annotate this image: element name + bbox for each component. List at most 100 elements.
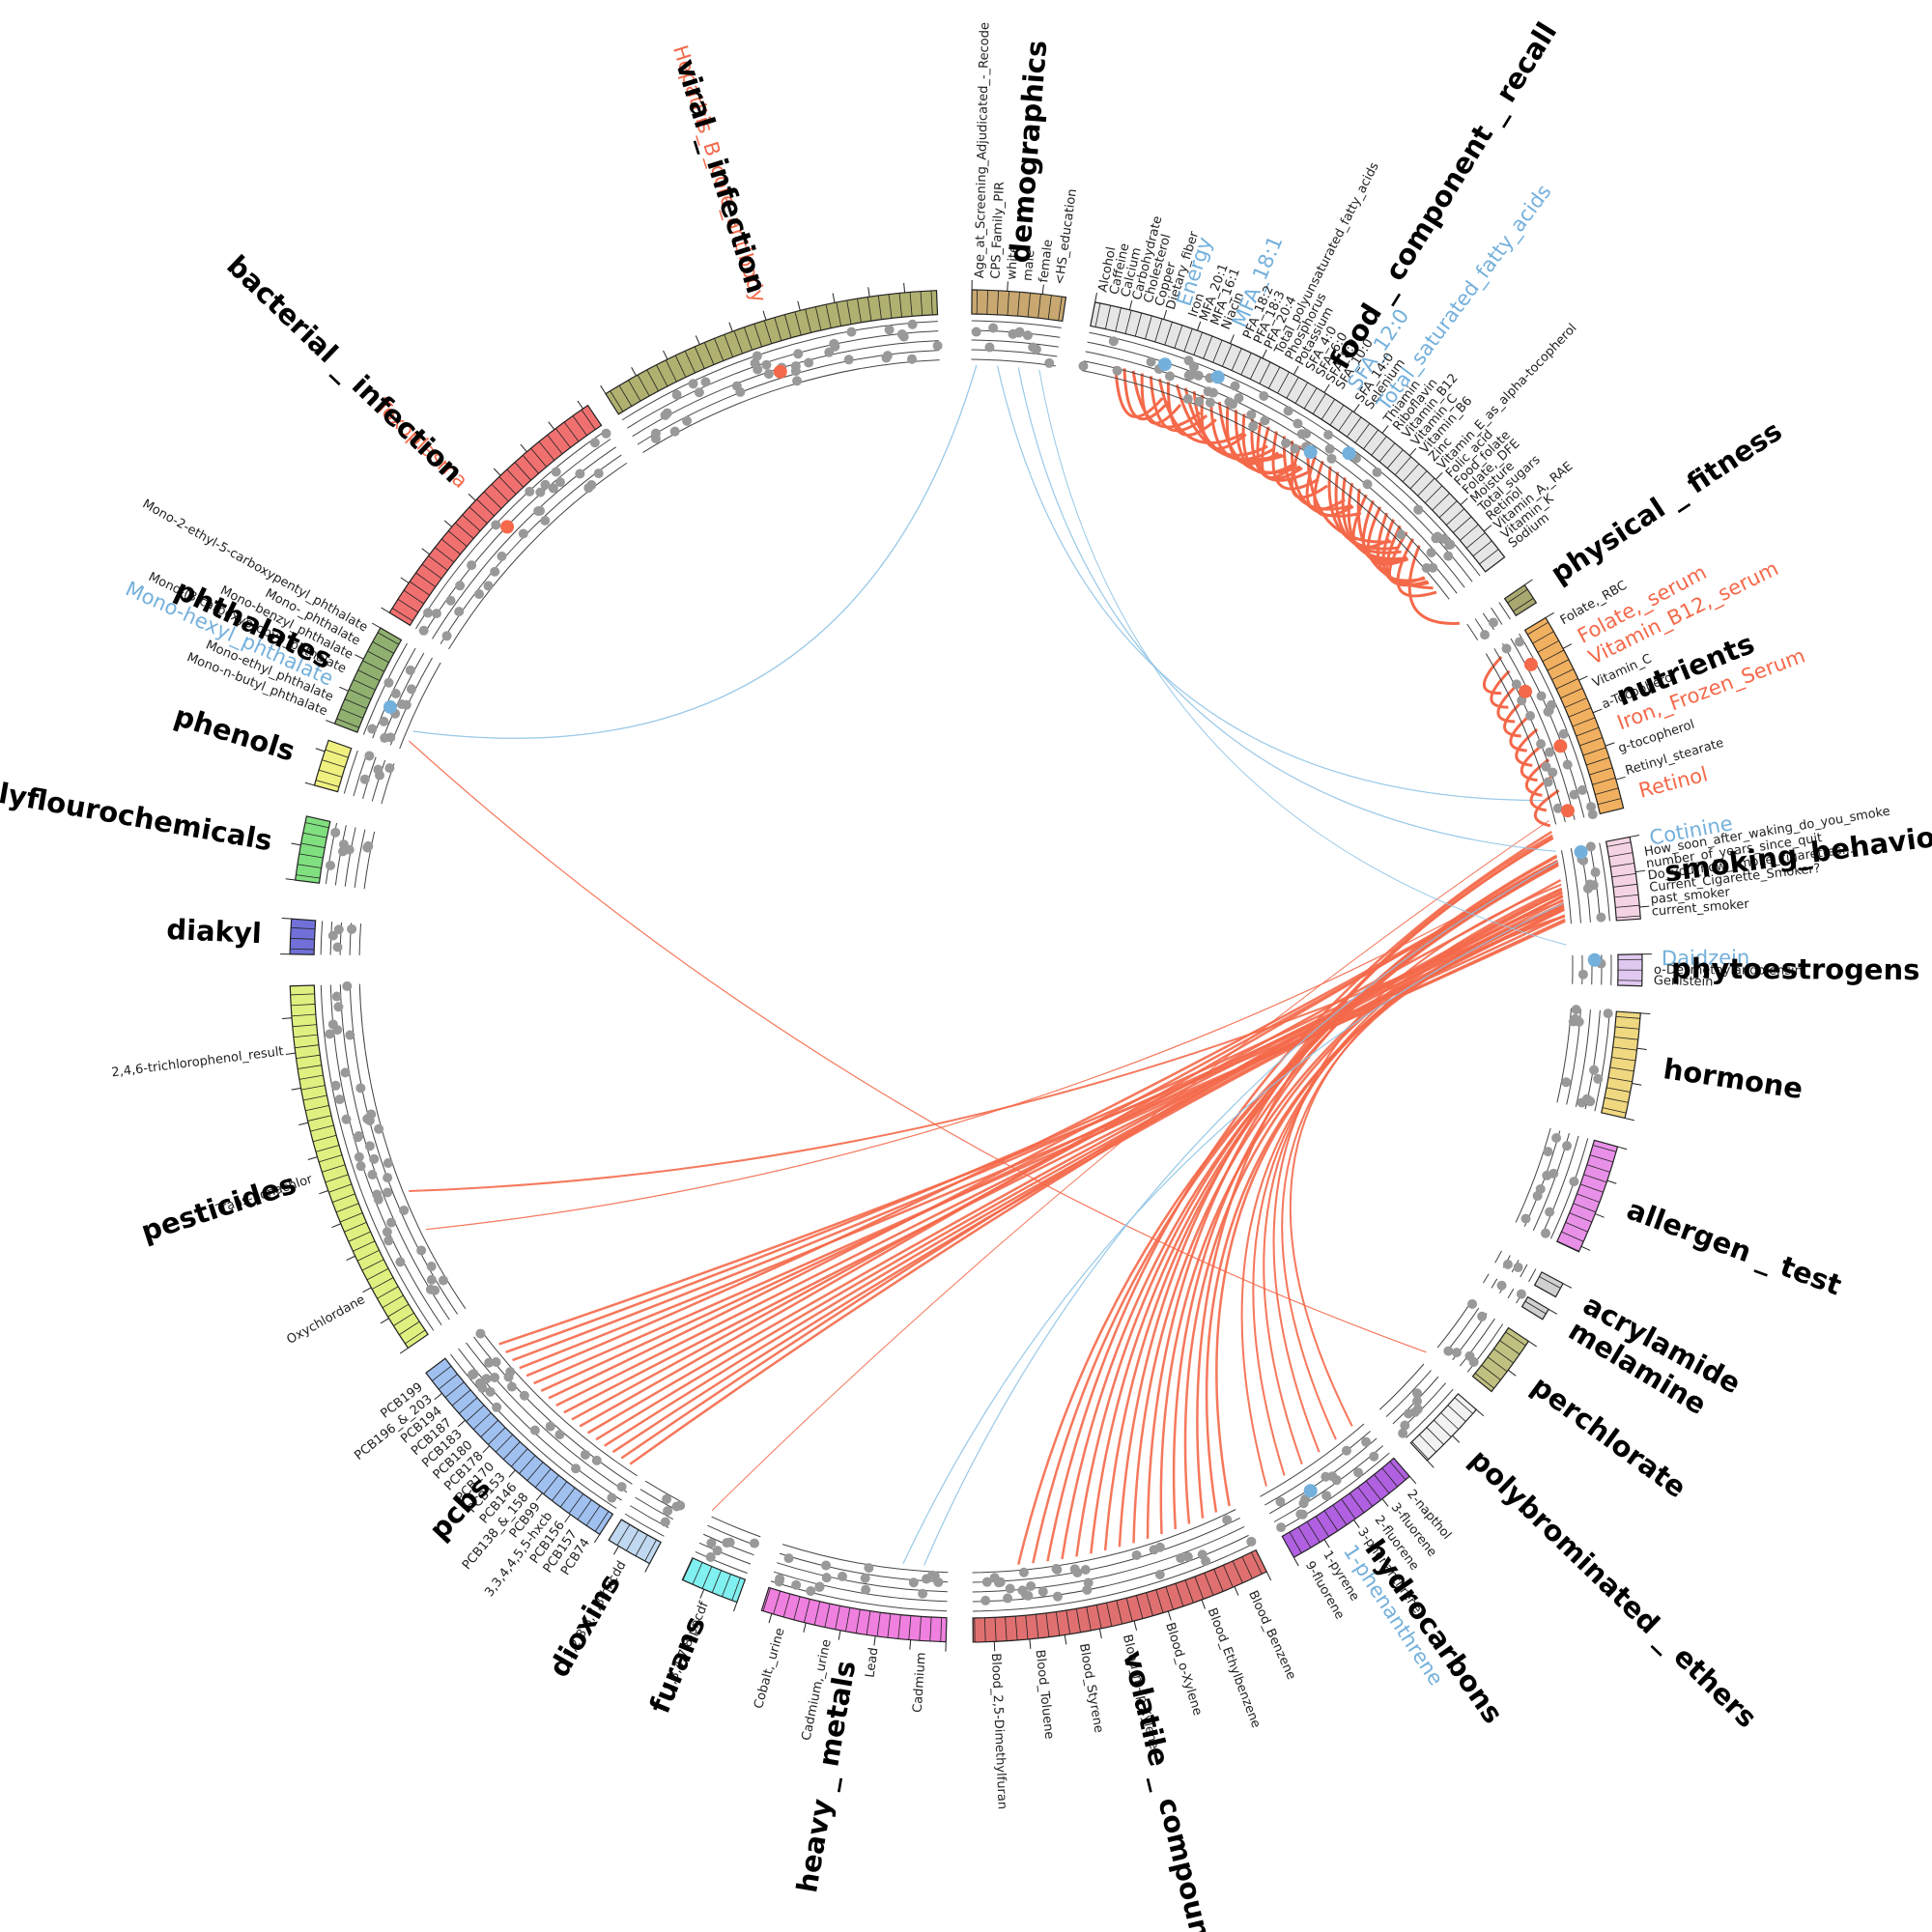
point bbox=[907, 319, 918, 329]
point bbox=[418, 625, 429, 636]
point bbox=[490, 566, 500, 577]
point bbox=[337, 846, 348, 857]
hatch bbox=[585, 1505, 601, 1526]
point bbox=[1535, 1183, 1546, 1194]
tick bbox=[838, 1630, 841, 1640]
hatch bbox=[356, 1249, 380, 1262]
hatch bbox=[1592, 1145, 1617, 1152]
point bbox=[1008, 328, 1018, 339]
point bbox=[1502, 1259, 1513, 1269]
point bbox=[540, 479, 551, 490]
highlight-point bbox=[1210, 370, 1225, 384]
hatch bbox=[1411, 1441, 1430, 1460]
hatch bbox=[908, 1615, 912, 1640]
tick bbox=[1265, 1571, 1272, 1581]
point bbox=[1246, 1536, 1257, 1547]
hatch bbox=[711, 1570, 722, 1593]
tick bbox=[535, 1492, 543, 1501]
hatch bbox=[684, 351, 696, 374]
tick bbox=[520, 443, 527, 453]
hatch bbox=[1579, 737, 1603, 747]
hatch bbox=[1481, 1364, 1501, 1380]
hatch bbox=[353, 1240, 376, 1252]
hatch bbox=[1134, 312, 1143, 337]
point bbox=[1514, 637, 1524, 647]
ring bbox=[1502, 642, 1576, 820]
tick bbox=[285, 1052, 296, 1055]
tick bbox=[1262, 349, 1267, 359]
point bbox=[1281, 438, 1292, 448]
point bbox=[1540, 1228, 1550, 1238]
point bbox=[1552, 803, 1563, 813]
point bbox=[1230, 381, 1240, 391]
hatch bbox=[1394, 456, 1411, 475]
hatch bbox=[694, 346, 705, 369]
track bbox=[313, 739, 353, 793]
point bbox=[1052, 1564, 1063, 1575]
hatch bbox=[1569, 1212, 1593, 1223]
hatch bbox=[825, 304, 832, 328]
hatch bbox=[1315, 1516, 1329, 1537]
hatch bbox=[340, 708, 363, 719]
point bbox=[325, 1029, 335, 1039]
hatch bbox=[824, 1604, 831, 1628]
point bbox=[385, 732, 396, 743]
point bbox=[593, 469, 604, 479]
tick bbox=[1595, 1213, 1605, 1218]
hatch bbox=[1409, 470, 1428, 490]
variable-label: Genistein bbox=[1654, 974, 1714, 989]
point bbox=[1082, 1584, 1093, 1595]
hatch bbox=[1612, 1046, 1637, 1051]
hatch bbox=[328, 1183, 353, 1193]
link bbox=[1289, 915, 1566, 1427]
point bbox=[384, 677, 394, 688]
variable-label: female bbox=[1037, 239, 1056, 283]
tick bbox=[644, 1563, 650, 1573]
point bbox=[1361, 1436, 1372, 1447]
tick bbox=[1435, 471, 1443, 480]
point bbox=[341, 1114, 352, 1124]
hatch bbox=[552, 1481, 568, 1501]
point bbox=[791, 1579, 802, 1590]
hatch bbox=[344, 1222, 367, 1233]
track bbox=[425, 1357, 614, 1536]
hatch bbox=[1241, 1556, 1253, 1579]
variable-label: Lead bbox=[863, 1647, 881, 1679]
hatch bbox=[857, 298, 862, 323]
hatch bbox=[522, 455, 539, 474]
hatch bbox=[1419, 1434, 1436, 1453]
hatch bbox=[372, 641, 394, 654]
local-link bbox=[1483, 655, 1503, 696]
point bbox=[1558, 728, 1569, 739]
link bbox=[996, 365, 1544, 802]
hatch bbox=[1573, 1203, 1597, 1213]
track bbox=[1605, 836, 1641, 922]
hatch bbox=[1365, 1480, 1381, 1500]
hatch bbox=[361, 1259, 384, 1271]
link bbox=[1017, 367, 1556, 852]
hatch bbox=[387, 1303, 410, 1318]
hatch bbox=[1341, 1498, 1356, 1520]
hatch bbox=[1551, 668, 1575, 680]
point bbox=[1187, 369, 1198, 380]
tick bbox=[699, 1589, 705, 1599]
hatch bbox=[555, 428, 571, 448]
ring bbox=[972, 1518, 1240, 1583]
hatch bbox=[377, 632, 399, 645]
tick bbox=[298, 1122, 309, 1126]
track bbox=[681, 1556, 747, 1604]
point bbox=[583, 483, 594, 494]
point bbox=[326, 860, 336, 870]
point bbox=[534, 505, 545, 516]
point bbox=[327, 1019, 338, 1030]
tick bbox=[1293, 1556, 1299, 1567]
link bbox=[611, 908, 1565, 1454]
hatch bbox=[703, 342, 715, 365]
point bbox=[373, 764, 384, 775]
point bbox=[1072, 1567, 1083, 1577]
hatch bbox=[1027, 293, 1031, 318]
hatch bbox=[1212, 339, 1223, 363]
group-label: hormone bbox=[1662, 1052, 1805, 1105]
point bbox=[535, 487, 546, 497]
point bbox=[1188, 361, 1199, 372]
